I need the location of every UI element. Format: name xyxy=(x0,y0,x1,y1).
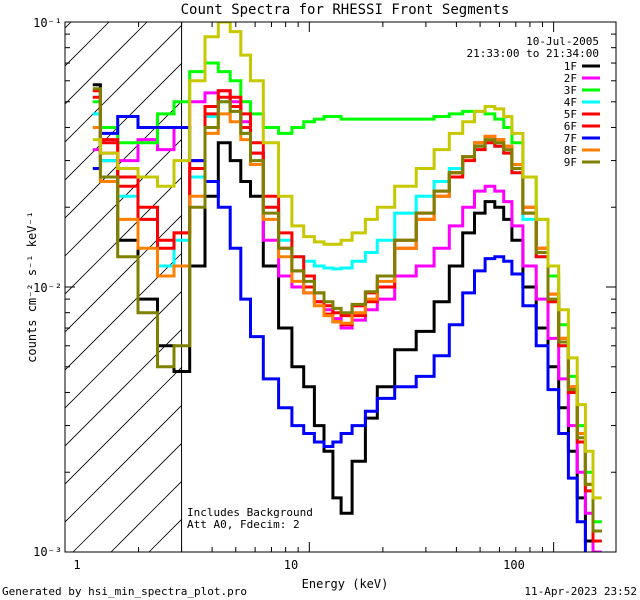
x-axis-label: Energy (keV) xyxy=(302,577,389,591)
annotation-background: Includes Background xyxy=(187,506,313,519)
legend-label-9f: 9F xyxy=(564,156,577,169)
x-tick-label-10: 10 xyxy=(284,558,298,572)
series-line-7f xyxy=(92,115,587,552)
y-axis-label: counts cm⁻² s⁻¹ keV⁻¹ xyxy=(25,211,39,363)
annotation-attenuator: Att A0, Fdecim: 2 xyxy=(187,518,300,531)
series-line-unlabeled-9 xyxy=(92,22,602,500)
footer-generator: Generated by hsi_min_spectra_plot.pro xyxy=(2,585,247,598)
legend-label-1f: 1F xyxy=(564,60,577,73)
legend-label-3f: 3F xyxy=(564,84,577,97)
series-line-2f xyxy=(92,89,602,552)
hatch-line xyxy=(72,442,182,552)
hatch-line xyxy=(65,24,182,143)
hatch-line xyxy=(65,366,182,485)
hatch-line xyxy=(65,252,182,371)
footer-timestamp: 11-Apr-2023 23:52 xyxy=(524,585,637,598)
time-range-label: 21:33:00 to 21:34:00 xyxy=(467,47,599,60)
y-tick-label-1e-1: 10⁻¹ xyxy=(33,16,62,30)
legend-label-2f: 2F xyxy=(564,72,577,85)
hatch-line xyxy=(65,62,182,181)
legend-label-8f: 8F xyxy=(564,144,577,157)
date-label: 10-Jul-2005 xyxy=(526,35,599,48)
x-tick-label-1: 1 xyxy=(73,558,80,572)
y-tick-label-1e-2: 10⁻² xyxy=(33,281,62,295)
legend-label-4f: 4F xyxy=(564,96,577,109)
legend-label-5f: 5F xyxy=(564,108,577,121)
chart-title: Count Spectra for RHESSI Front Segments xyxy=(181,2,510,18)
hatch-line xyxy=(65,404,182,523)
legend-label-6f: 6F xyxy=(564,120,577,133)
legend-label-7f: 7F xyxy=(564,132,577,145)
hatch-line xyxy=(65,214,182,333)
series-line-9f xyxy=(92,87,602,533)
y-tick-label-1e-3: 10⁻³ xyxy=(33,545,62,559)
axis-ticks xyxy=(64,21,616,553)
x-tick-label-100: 100 xyxy=(503,558,525,572)
